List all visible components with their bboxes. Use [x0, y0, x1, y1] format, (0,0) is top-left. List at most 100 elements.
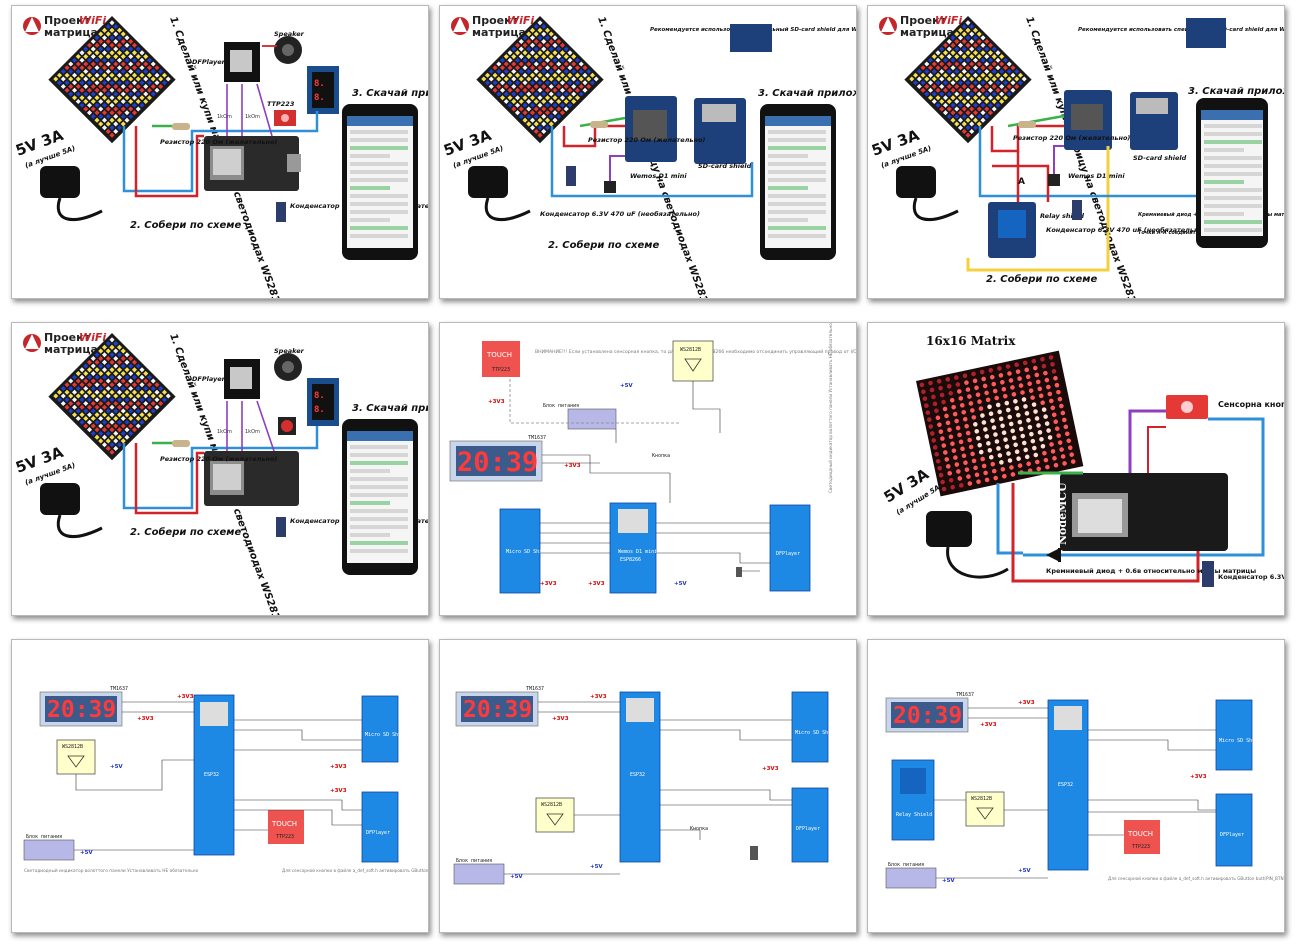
svg-text:Резистор 220 Ом (желательно): Резистор 220 Ом (желательно)	[1013, 134, 1130, 142]
led-pixel	[1005, 407, 1011, 413]
led-pixel	[954, 375, 959, 380]
wemos-board: Wemos D1 mini	[625, 96, 687, 180]
svg-text:Relay shield: Relay shield	[1040, 212, 1084, 220]
led-pixel	[105, 53, 111, 60]
led-pixel	[105, 423, 111, 429]
panel-schematic-esp32-b: 20:39 TM1637 ESP32 Micro SD Shield DFPla…	[439, 639, 857, 933]
led-pixel	[86, 110, 93, 116]
led-pixel	[1018, 426, 1024, 432]
led-pixel	[988, 367, 994, 373]
led-pixel	[1057, 396, 1063, 402]
led-pixel	[75, 400, 81, 407]
led-pixel	[998, 416, 1004, 422]
led-pixel	[950, 35, 956, 41]
led-pixel	[109, 419, 115, 425]
led-pixel	[522, 117, 528, 123]
app-row	[350, 477, 408, 481]
led-pixel	[964, 423, 969, 429]
svg-text:DFPlayer: DFPlayer	[776, 551, 800, 557]
app-row	[768, 186, 808, 190]
svg-text:+5V: +5V	[942, 878, 955, 884]
led-pixel	[950, 102, 956, 108]
led-pixel	[1050, 449, 1056, 454]
led-pixel	[537, 125, 543, 131]
svg-text:ESP32: ESP32	[1058, 782, 1073, 788]
led-pixel	[940, 436, 945, 441]
step-assemble: 2. Собери по схеме	[548, 239, 659, 251]
svg-text:WS2812B: WS2812B	[680, 347, 701, 353]
led-pixel	[139, 50, 145, 56]
led-pixel	[522, 80, 528, 86]
led-pixel	[921, 389, 926, 395]
app-row	[350, 453, 408, 457]
led-pixel	[105, 400, 111, 407]
led-pixel	[1024, 411, 1030, 416]
svg-text:DFPlayer: DFPlayer	[1220, 832, 1244, 838]
app-row	[350, 154, 390, 158]
led-pixel	[971, 371, 976, 377]
led-pixel	[105, 408, 111, 414]
led-pixel	[1014, 405, 1020, 411]
led-pixel	[113, 408, 119, 414]
led-pixel	[109, 50, 115, 56]
svg-text:WiFi: WiFi	[79, 331, 106, 344]
led-pixel	[998, 373, 1004, 378]
led-pixel	[931, 438, 937, 443]
led-pixel	[83, 408, 89, 414]
led-pixel	[1052, 455, 1057, 461]
matrix-title: 16x16 Matrix	[926, 334, 1016, 348]
svg-text:TM1637: TM1637	[956, 692, 974, 698]
led-pixel	[135, 408, 141, 414]
led-pixel	[522, 95, 528, 101]
led-pixel	[1017, 419, 1023, 425]
led-pixel	[98, 438, 104, 444]
led-pixel	[150, 68, 156, 75]
led-pixel	[949, 397, 955, 403]
app-row	[350, 525, 408, 529]
led-pixel	[1054, 426, 1060, 431]
svg-text:+3V3: +3V3	[1018, 700, 1035, 706]
led-pixel	[503, 68, 509, 75]
touch-sensor: TTP223	[267, 100, 296, 126]
led-pixel	[989, 374, 995, 380]
led-pixel	[984, 477, 990, 483]
led-pixel	[1021, 440, 1027, 446]
led-pixel	[945, 464, 951, 469]
led-pixel	[1044, 377, 1050, 383]
led-pixel	[529, 110, 536, 116]
led-pixel	[980, 42, 986, 48]
push-button	[278, 417, 296, 435]
led-pixel	[1050, 362, 1055, 367]
app-row	[768, 162, 826, 166]
led-pixel	[503, 91, 509, 97]
led-pixel	[937, 465, 942, 471]
app-row	[1204, 180, 1244, 184]
led-pixel	[146, 65, 153, 71]
led-pixel	[980, 117, 986, 123]
led-pixel	[1045, 464, 1050, 470]
app-row	[350, 202, 408, 206]
app-row	[768, 130, 826, 134]
led-pixel	[120, 61, 126, 67]
led-pixel	[1040, 400, 1045, 406]
led-pixel	[109, 344, 115, 350]
led-pixel	[120, 121, 126, 127]
led-pixel	[60, 76, 66, 82]
resistor: Резистор 220 Ом (желательно)	[160, 440, 277, 463]
led-pixel	[1020, 390, 1025, 395]
led-pixel	[941, 399, 946, 405]
clock-module: 20:39 TM1637	[885, 692, 974, 733]
led-pixel	[950, 95, 956, 101]
svg-text:Speaker: Speaker	[274, 347, 305, 355]
led-pixel	[951, 448, 957, 453]
led-pixel	[962, 416, 968, 422]
led-pixel	[1056, 433, 1061, 438]
led-pixel	[971, 458, 977, 464]
svg-text:Блок питания: Блок питания	[26, 834, 62, 840]
led-pixel	[143, 400, 149, 407]
led-pixel	[537, 102, 543, 108]
panel-wiring-nodemcu-button: Проект WiFi матрица 1. Сделай или купи м…	[11, 322, 429, 616]
led-pixel	[974, 385, 979, 391]
svg-text:Проект: Проект	[900, 14, 947, 27]
led-pixel	[1051, 368, 1057, 374]
